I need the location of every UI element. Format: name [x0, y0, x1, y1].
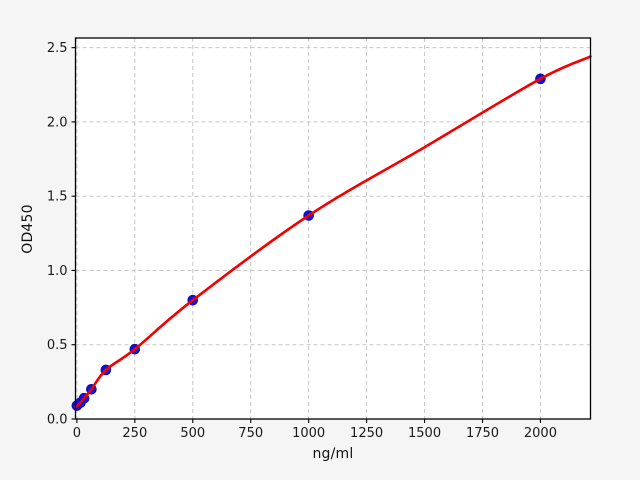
y-tick-label: 2.5 [47, 41, 68, 56]
y-axis-label: OD450 [20, 204, 36, 254]
y-tick-label: 1.5 [47, 190, 68, 205]
y-tick-label: 0.5 [47, 338, 68, 353]
fit-curve [74, 55, 592, 409]
x-tick-label: 750 [238, 426, 263, 441]
y-tick-label: 0.0 [47, 413, 68, 428]
y-tick-label: 2.0 [47, 115, 68, 130]
x-tick-label: 1250 [350, 426, 383, 441]
x-tick-label: 2000 [524, 426, 557, 441]
x-tick-label: 1000 [292, 426, 325, 441]
x-tick-label: 0 [73, 426, 81, 441]
y-tick-label: 1.0 [47, 264, 68, 279]
plot-area [75, 38, 591, 419]
x-tick-label: 1500 [408, 426, 441, 441]
x-axis-label: ng/ml [312, 446, 354, 462]
x-tick-label: 1750 [466, 426, 499, 441]
x-tick-label: 250 [122, 426, 147, 441]
plot-border [74, 37, 592, 420]
x-tick-label: 500 [180, 426, 205, 441]
